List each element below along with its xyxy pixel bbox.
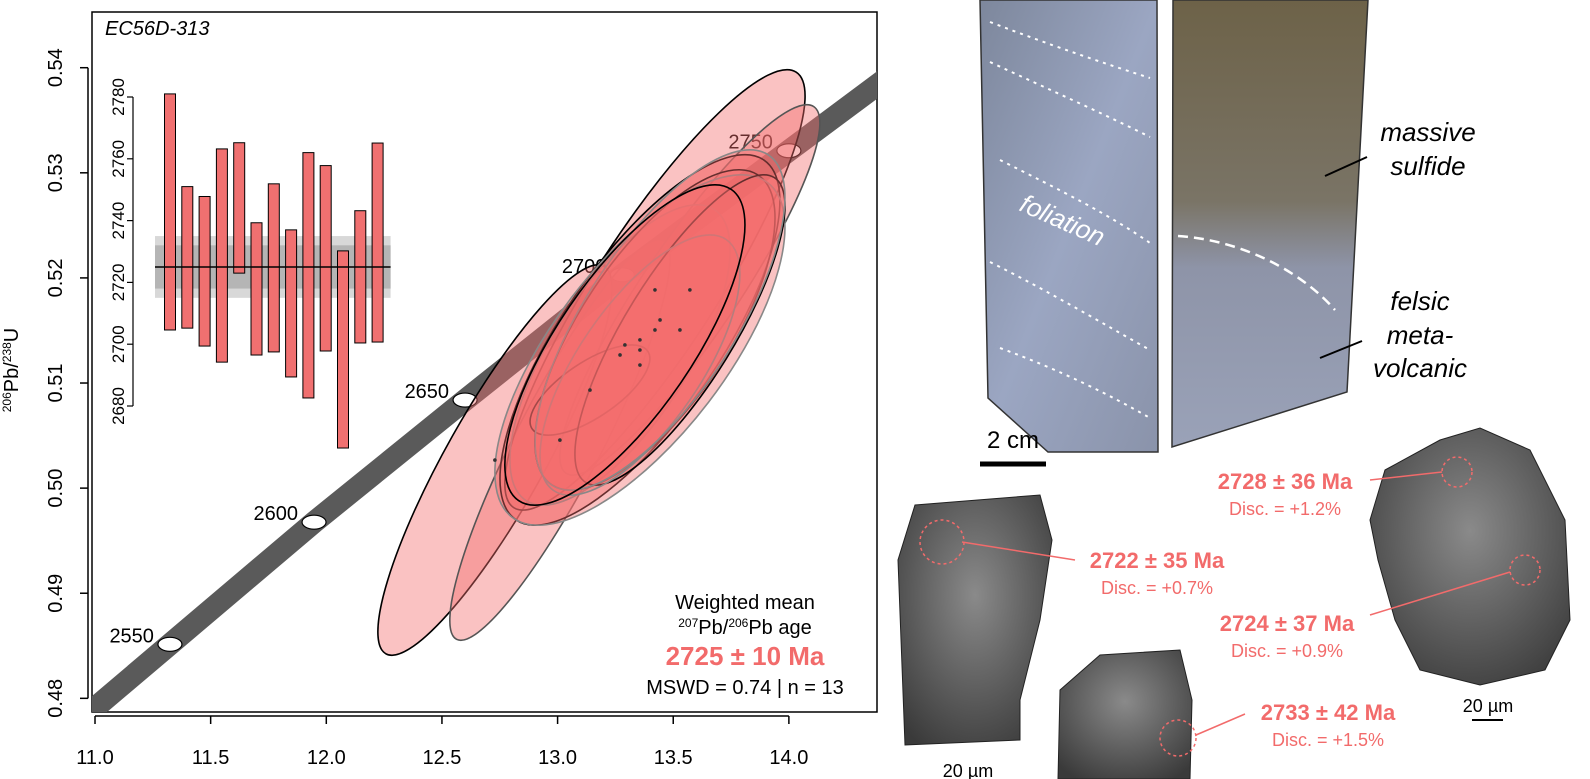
spot-age: 2728 ± 36 Ma: [1218, 469, 1353, 494]
x-tick-label: 12.0: [307, 747, 346, 769]
spot-age: 2733 ± 42 Ma: [1261, 700, 1396, 725]
ellipse-center: [638, 338, 642, 342]
zircon-scale-label: 20 µm: [943, 761, 993, 779]
spot-disc: Disc. = +0.9%: [1231, 641, 1343, 661]
age-bar: [199, 196, 210, 346]
y-tick-label: 0.50: [45, 469, 67, 508]
ellipse-center: [558, 438, 562, 442]
y-axis-label: 206Pb/238U: [0, 328, 23, 413]
annotation-part: 207: [678, 616, 698, 630]
ellipse-center: [688, 288, 692, 292]
annotation-part: 206: [728, 616, 748, 630]
ellipse-center: [678, 328, 682, 332]
x-tick-label: 13.0: [538, 747, 577, 769]
y-tick-label: 0.52: [45, 258, 67, 297]
spot-disc: Disc. = +0.7%: [1101, 578, 1213, 598]
age-bar: [355, 211, 366, 343]
inset-y-tick-label: 2740: [109, 202, 128, 240]
core-photo: foliation massive sulfide felsic meta- v…: [980, 0, 1476, 464]
ellipse-center: [618, 353, 622, 357]
y-tick-label: 0.54: [45, 48, 67, 87]
ellipse-center: [638, 363, 642, 367]
zircon-scale-label: 20 µm: [1463, 696, 1513, 716]
ellipse-center: [653, 328, 657, 332]
y-label-part: 238: [0, 342, 14, 362]
y-tick-label: 0.53: [45, 153, 67, 192]
ellipse-center: [638, 348, 642, 352]
annotation-part: Pb/: [698, 617, 728, 639]
ellipse-center: [588, 388, 592, 392]
photo-label: felsic: [1390, 286, 1449, 316]
photo-label: sulfide: [1390, 151, 1465, 181]
inset-y-tick-label: 2680: [109, 387, 128, 425]
y-tick-label: 0.48: [45, 679, 67, 718]
x-tick-label: 11.0: [76, 747, 113, 769]
age-bar: [320, 166, 331, 351]
photo-label: meta-: [1387, 320, 1454, 350]
age-bar: [268, 184, 279, 352]
inset-y-tick-label: 2760: [109, 140, 128, 178]
zircon-images: 2728 ± 36 Ma Disc. = +1.2% 2722 ± 35 Ma …: [898, 428, 1570, 779]
ellipse-center: [658, 318, 662, 322]
x-tick-label: 13.5: [654, 747, 693, 769]
inset-y-tick-label: 2720: [109, 263, 128, 301]
ellipse-center: [623, 343, 627, 347]
age-bar: [165, 94, 176, 330]
age-bar: [251, 223, 262, 355]
concordia-marker: [302, 515, 326, 529]
inset-y-tick-label: 2700: [109, 325, 128, 363]
annotation-stats: MSWD = 0.74 | n = 13: [646, 677, 844, 699]
y-tick-label: 0.51: [45, 364, 67, 403]
concordia-age-label: 2550: [109, 625, 154, 647]
spot-disc: Disc. = +1.2%: [1229, 499, 1341, 519]
concordia-age-label: 2600: [254, 503, 299, 525]
spot-age: 2724 ± 37 Ma: [1220, 611, 1355, 636]
x-tick-label: 11.5: [192, 747, 229, 769]
ellipse-center: [493, 458, 497, 462]
annotation: 207Pb/206Pb age: [678, 616, 811, 639]
age-bar: [216, 149, 227, 362]
y-tick-label: 0.49: [45, 574, 67, 613]
chart-title: EC56D-313: [105, 18, 210, 40]
age-bar: [372, 143, 383, 342]
annotation: Weighted mean: [675, 592, 815, 614]
y-label-part: U: [1, 328, 23, 342]
inset-plot: 2680 2700 2720 2740 2760 2780: [109, 78, 391, 448]
age-bar: [338, 251, 349, 448]
ellipse-center: [653, 288, 657, 292]
inset-y-tick-label: 2780: [109, 78, 128, 116]
photo-label: massive: [1380, 117, 1475, 147]
annotation-result: 2725 ± 10 Ma: [666, 641, 825, 671]
scale-label: 2 cm: [987, 427, 1039, 454]
annotation-part: Pb age: [748, 617, 811, 639]
photo-label: volcanic: [1373, 353, 1467, 383]
concordia-age-label: 2650: [405, 381, 450, 403]
concordia-marker: [158, 637, 182, 651]
x-tick-label: 14.0: [769, 747, 808, 769]
age-bar: [234, 143, 245, 273]
x-tick-label: 12.5: [422, 747, 461, 769]
age-bar: [303, 153, 314, 398]
figure: EC56D-313 206Pb/238U 11.011.512.012.513.…: [0, 0, 1590, 779]
y-label-part: 206: [0, 392, 14, 412]
spot-age: 2722 ± 35 Ma: [1090, 548, 1225, 573]
age-bar: [182, 187, 193, 329]
age-bar: [286, 230, 297, 377]
y-label-part: Pb/: [1, 362, 23, 392]
spot-disc: Disc. = +1.5%: [1272, 730, 1384, 750]
